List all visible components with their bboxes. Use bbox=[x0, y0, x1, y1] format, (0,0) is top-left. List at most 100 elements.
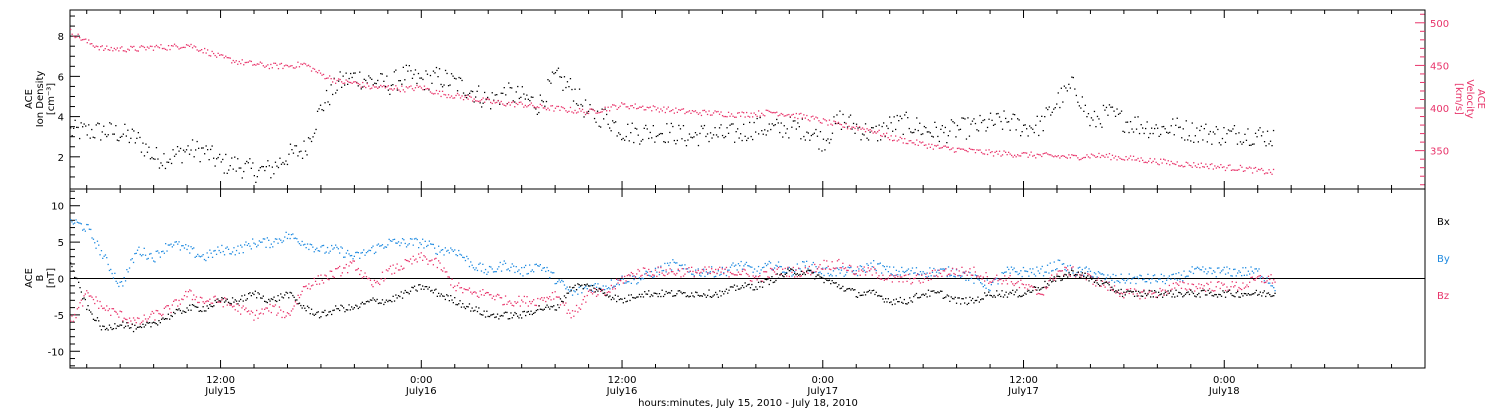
density-point bbox=[660, 132, 662, 135]
bz-point bbox=[717, 268, 719, 270]
density-point bbox=[994, 123, 996, 125]
bz-point bbox=[231, 306, 234, 308]
by-point bbox=[645, 270, 647, 272]
bz-point bbox=[612, 288, 614, 290]
density-point bbox=[294, 145, 296, 147]
bx-point bbox=[910, 300, 912, 302]
velocity-point bbox=[487, 98, 489, 100]
bx-point bbox=[901, 301, 903, 303]
bx-point bbox=[743, 286, 745, 289]
bz-point bbox=[1009, 275, 1011, 277]
velocity-point bbox=[779, 114, 781, 116]
bx-point bbox=[443, 295, 445, 297]
bx-point bbox=[646, 293, 649, 295]
bx-point bbox=[1241, 293, 1243, 295]
density-point bbox=[73, 127, 75, 129]
density-point bbox=[792, 120, 794, 122]
density-point bbox=[824, 149, 826, 151]
density-point bbox=[901, 117, 903, 120]
by-point bbox=[606, 288, 608, 290]
bx-point bbox=[258, 293, 260, 295]
bx-point bbox=[1214, 293, 1216, 296]
by-point bbox=[1001, 272, 1003, 274]
bx-point bbox=[836, 286, 839, 288]
density-point bbox=[529, 100, 531, 102]
bx-point bbox=[735, 289, 737, 291]
by-point bbox=[644, 273, 646, 275]
velocity-point bbox=[953, 151, 956, 153]
by-point bbox=[597, 283, 599, 285]
velocity-point bbox=[1251, 172, 1254, 174]
velocity-point bbox=[336, 79, 338, 82]
bz-point bbox=[974, 271, 976, 273]
bx-point bbox=[75, 277, 77, 279]
velocity-point bbox=[753, 112, 755, 114]
by-point bbox=[367, 250, 369, 253]
density-point bbox=[170, 162, 173, 165]
density-point bbox=[740, 133, 742, 135]
bz-point bbox=[577, 311, 579, 313]
by-point bbox=[753, 268, 756, 270]
bx-point bbox=[112, 328, 115, 330]
bz-point bbox=[542, 299, 544, 301]
by-point bbox=[318, 250, 321, 252]
by-point bbox=[822, 267, 824, 269]
by-point bbox=[1092, 276, 1094, 278]
bx-point bbox=[721, 290, 723, 293]
bz-point bbox=[428, 260, 430, 262]
by-point bbox=[313, 251, 315, 253]
bx-point bbox=[356, 305, 358, 307]
density-point bbox=[720, 124, 722, 126]
bz-point bbox=[1219, 287, 1221, 290]
bx-point bbox=[820, 276, 823, 278]
velocity-point bbox=[1098, 152, 1100, 155]
by-point bbox=[887, 271, 889, 273]
density-point bbox=[321, 109, 323, 111]
bx-point bbox=[281, 296, 283, 298]
density-point bbox=[313, 132, 316, 134]
bz-point bbox=[1207, 283, 1209, 286]
velocity-point bbox=[232, 59, 234, 62]
density-point bbox=[303, 140, 305, 142]
by-point bbox=[94, 242, 96, 244]
top-left-tick-label: 6 bbox=[58, 72, 64, 83]
bz-point bbox=[1267, 275, 1270, 277]
density-point bbox=[350, 72, 352, 75]
by-point bbox=[1100, 273, 1102, 275]
by-point bbox=[217, 246, 219, 248]
x-tick-label-date: July16 bbox=[606, 386, 638, 397]
velocity-point bbox=[353, 81, 355, 83]
velocity-point bbox=[663, 106, 665, 108]
velocity-point bbox=[592, 109, 594, 111]
bz-point bbox=[712, 271, 714, 273]
velocity-point bbox=[1242, 170, 1245, 172]
velocity-point bbox=[1117, 156, 1120, 158]
by-point bbox=[289, 237, 291, 240]
density-point bbox=[1176, 117, 1178, 119]
bx-point bbox=[941, 290, 943, 292]
velocity-point bbox=[566, 111, 569, 113]
by-point bbox=[521, 267, 523, 269]
bx-point bbox=[933, 290, 935, 292]
bz-point bbox=[1224, 289, 1227, 292]
bx-point bbox=[822, 277, 824, 279]
velocity-point bbox=[995, 150, 998, 152]
by-point bbox=[906, 269, 908, 272]
by-point bbox=[551, 272, 554, 274]
velocity-point bbox=[1173, 163, 1175, 165]
by-point bbox=[435, 252, 437, 255]
bx-point bbox=[727, 292, 729, 294]
bx-point bbox=[626, 300, 628, 302]
by-point bbox=[1226, 266, 1228, 268]
bz-point bbox=[851, 270, 853, 272]
density-point bbox=[1146, 121, 1148, 123]
by-point bbox=[764, 262, 766, 265]
velocity-point bbox=[1235, 169, 1237, 171]
bz-point bbox=[353, 260, 355, 262]
bx-point bbox=[715, 291, 717, 294]
by-point bbox=[676, 262, 678, 264]
bx-point bbox=[420, 288, 422, 290]
by-point bbox=[594, 283, 596, 285]
density-point bbox=[1054, 107, 1056, 109]
bx-point bbox=[531, 313, 533, 316]
